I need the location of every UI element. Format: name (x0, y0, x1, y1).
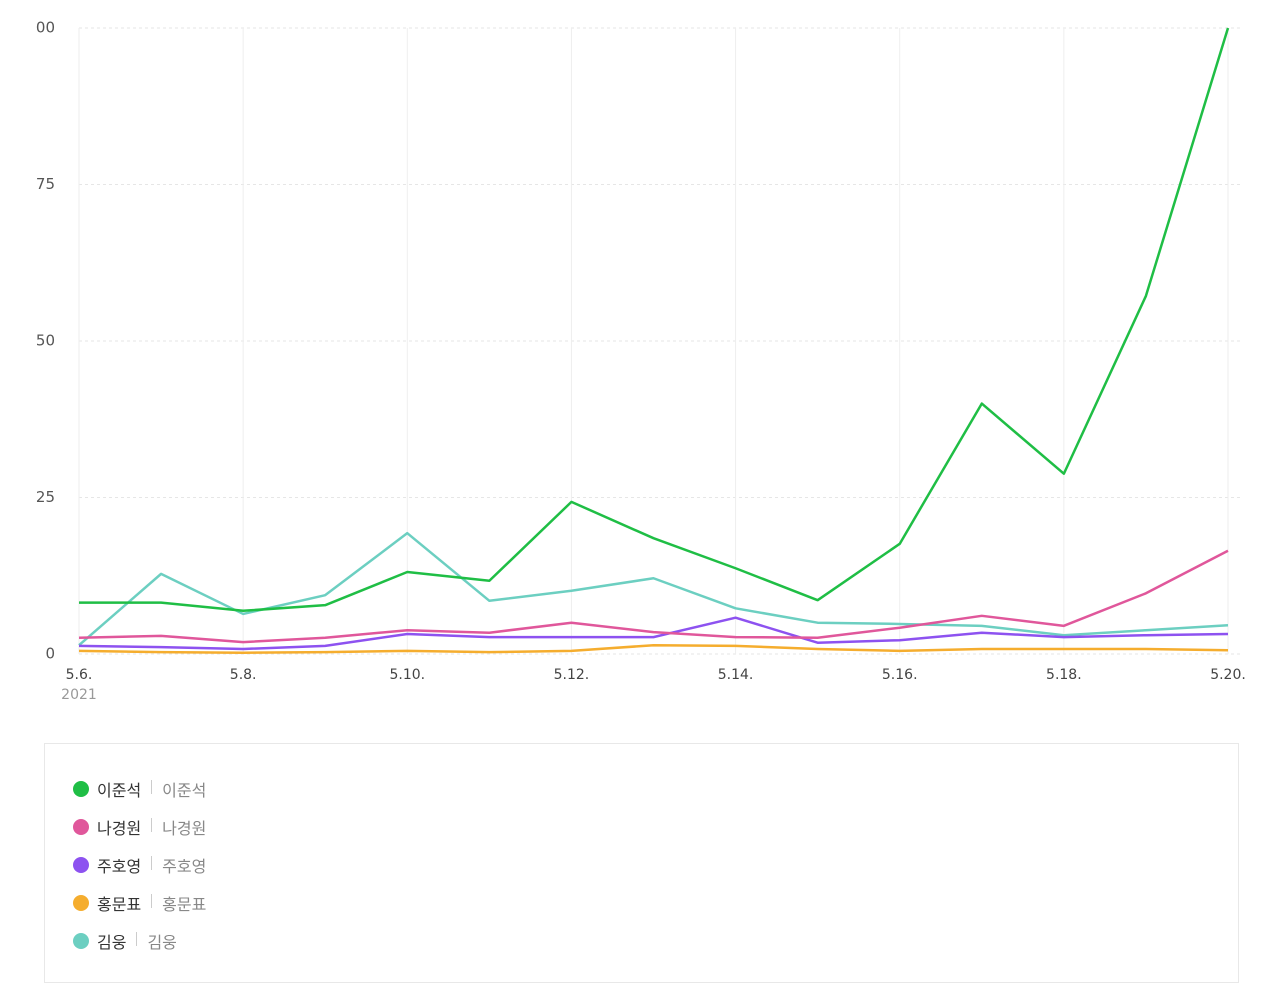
separator (151, 780, 153, 798)
legend-label: 나경원 (97, 819, 142, 838)
legend-item[interactable]: 홍문표 홍문표 (45, 884, 1238, 922)
x-tick-label: 5.16. (882, 667, 918, 683)
legend-swatch (73, 895, 89, 911)
y-tick-label: 25 (36, 488, 55, 506)
y-tick-label: 75 (36, 175, 55, 193)
legend-label: 이준석 (97, 781, 142, 800)
legend-keyword: 나경원 (162, 819, 207, 838)
series-line (78, 549, 1229, 644)
legend-item[interactable]: 주호영 주호영 (45, 846, 1238, 884)
chart: 0 25 50 75 00 5.6. 5.8. 5.10. 5.12. 5.14. 5.16. 5.1… (36, 19, 1246, 704)
x-tick-label: 5.18. (1046, 667, 1082, 683)
x-tick-label: 5.10. (389, 667, 425, 683)
separator (151, 856, 153, 874)
legend-keyword: 이준석 (162, 781, 207, 800)
y-tick-label: 00 (36, 19, 55, 37)
x-tick-label: 5.8. (230, 667, 257, 683)
separator (151, 818, 153, 836)
legend-label: 주호영 (97, 857, 142, 876)
separator (151, 894, 153, 912)
x-tick-label: 5.6. (66, 667, 93, 683)
legend-swatch (73, 857, 89, 873)
series-line (78, 643, 1229, 654)
legend-keyword: 김웅 (147, 933, 177, 952)
y-tick-label: 50 (36, 332, 55, 350)
legend-keyword: 홍문표 (162, 895, 207, 914)
legend-item[interactable]: 이준석 이준석 (45, 770, 1238, 808)
legend-item[interactable]: 김웅 김웅 (45, 922, 1238, 960)
legend-item[interactable]: 나경원 나경원 (45, 808, 1238, 846)
legend-swatch (73, 781, 89, 797)
separator (136, 932, 138, 950)
series-line (78, 531, 1229, 647)
y-tick-label: 0 (45, 645, 55, 663)
series-line (78, 616, 1229, 651)
legend-keyword: 주호영 (162, 857, 207, 876)
x-tick-label: 5.20. (1210, 667, 1246, 683)
legend-label: 홍문표 (97, 895, 142, 914)
legend-swatch (73, 933, 89, 949)
legend-label: 김웅 (97, 933, 127, 952)
x-tick-label: 5.14. (718, 667, 754, 683)
year-label: 2021 (61, 687, 97, 703)
legend-swatch (73, 819, 89, 835)
x-tick-label: 5.12. (554, 667, 590, 683)
series-line (79, 27, 1230, 613)
